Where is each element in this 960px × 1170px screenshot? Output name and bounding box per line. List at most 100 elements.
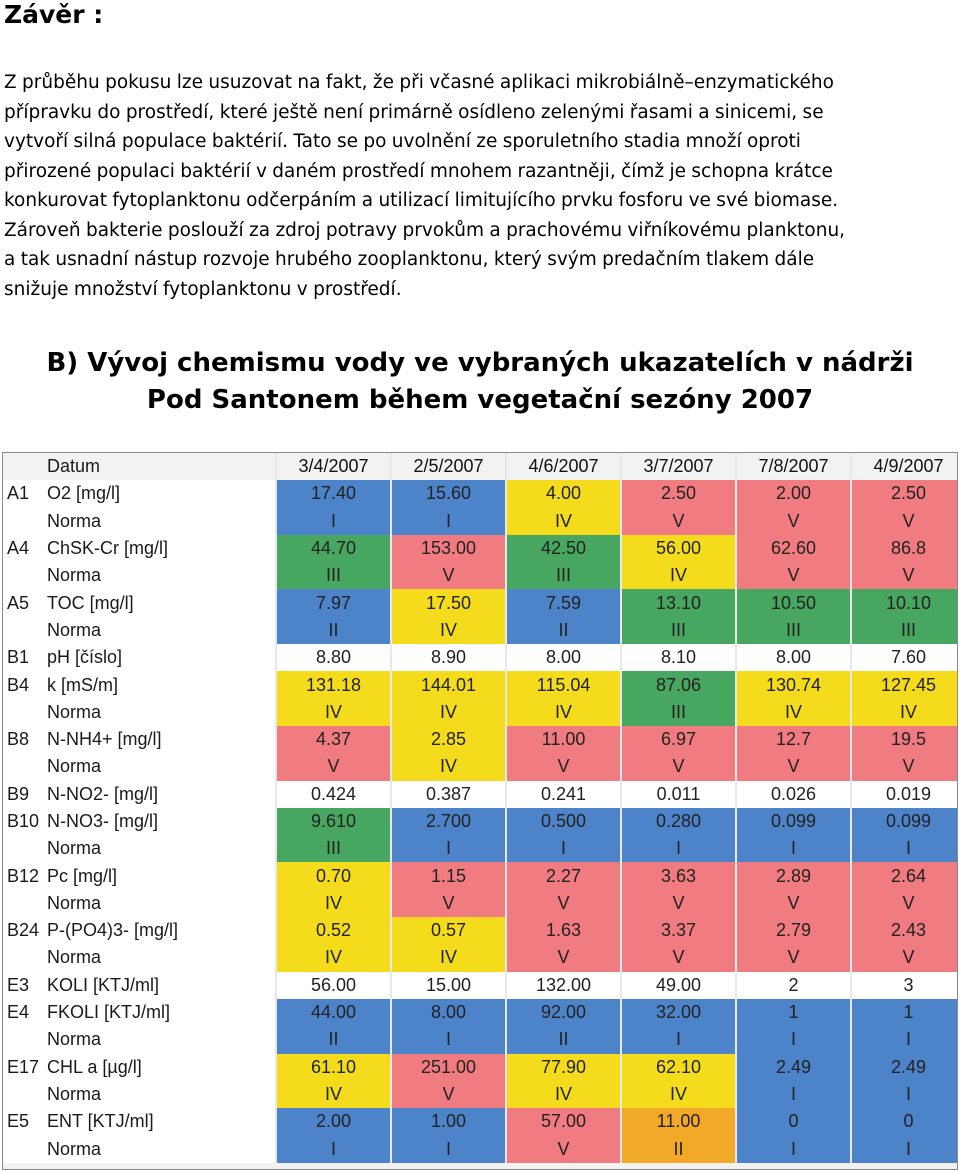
table-cell: 44.70 [275,534,391,563]
table-cell: IV [275,889,391,918]
row-label: B9 N-NO2- [mg/l] [3,780,276,808]
table-cell: II [620,1135,736,1163]
row-label: B12 Pc [mg/l] [3,862,276,890]
table-cell: 2.50 [620,480,736,508]
table-row: A1 O2 [mg/l] 17.40 15.60 4.00 2.50 2.00 2.50 [3,480,957,508]
table-cell: V [390,889,506,918]
paragraph-line: a tak usnadní nástup rozvoje hrubého zoo… [4,249,815,270]
table-cell: 8.00 [390,998,506,1027]
row-name: FKOLI [KTJ/ml] [47,1002,171,1023]
table-cell: IV [735,698,851,726]
table-cell: V [850,889,957,918]
section-title-line: Pod Santonem během vegetační sezóny 2007 [146,385,814,415]
table-cell: 0.026 [735,780,851,808]
table-cell: 87.06 [620,671,736,699]
row-name: Norma [47,565,102,586]
conclusion-paragraph: Z průběhu pokusu lze usuzovat na fakt, ž… [4,68,956,304]
row-label: Norma [3,1026,276,1054]
table-cell: 62.10 [620,1053,736,1081]
row-label: Norma [3,1080,276,1109]
table-cell: IV [390,616,506,645]
table-row: E3 KOLI [KTJ/ml] 56.00 15.00 132.00 49.00 2 3 [3,971,957,999]
table-cell: 2.79 [735,917,851,945]
table-cell: V [735,562,851,590]
row-label: A5 TOC [mg/l] [3,589,276,617]
table-cell: V [505,944,621,972]
table-cell: III [735,616,851,645]
row-name: TOC [mg/l] [47,592,134,613]
table-cell: I [390,1135,506,1163]
table-cell: 10.50 [735,589,851,617]
table-cell: 3.63 [620,862,736,890]
table-cell: 0.387 [390,780,506,808]
table-cell: 9.610 [275,807,391,836]
row-label: Norma [3,753,276,781]
table-cell: 15.60 [390,480,506,508]
table-cell: I [850,1080,957,1109]
date-header-cell: 4/6/2007 [505,453,621,481]
row-label: Norma [3,507,276,535]
table-cell: I [850,835,957,863]
table-cell: 2.00 [275,1108,391,1136]
table-cell: 56.00 [275,971,391,999]
table-cell: II [275,616,391,645]
table-cell: 62.60 [735,534,851,563]
date-header-cell: 3/4/2007 [275,453,391,481]
norma-row: Norma II IV II III III III [3,616,957,645]
date-header-cell: 7/8/2007 [735,453,851,481]
table-cell: 92.00 [505,998,621,1027]
table-cell: V [735,507,851,535]
table-cell: IV [275,698,391,726]
table-cell: 1.63 [505,917,621,945]
table-cell: III [850,616,957,645]
row-code: B12 [7,865,40,886]
table-cell: I [620,1026,736,1054]
table-cell: 11.00 [505,725,621,754]
row-name: Pc [mg/l] [47,865,118,886]
table-cell: 7.97 [275,589,391,617]
row-name: ENT [KTJ/ml] [47,1111,154,1132]
row-code: E4 [7,1002,30,1023]
table-cell: 130.74 [735,671,851,699]
row-name: Norma [47,1138,102,1159]
table-cell: V [390,562,506,590]
table-cell: I [735,1080,851,1109]
section-title: B) Vývoj chemismu vody ve vybraných ukaz… [0,345,960,419]
table-cell: 0.241 [505,780,621,808]
paragraph-line: Z průběhu pokusu lze usuzovat na fakt, ž… [4,72,834,93]
row-label: Norma [3,562,276,590]
table-row: B8 N-NH4+ [mg/l] 4.37 2.85 11.00 6.97 12.7 19.5 [3,725,957,754]
table-cell: V [275,753,391,781]
row-label: Norma [3,616,276,645]
table-cell: V [850,944,957,972]
row-code: B1 [7,647,30,668]
table-cell: 8.00 [505,644,621,672]
table-cell: 0 [735,1108,851,1136]
row-label: Norma [3,889,276,918]
table-cell: 2.64 [850,862,957,890]
table-cell: 61.10 [275,1053,391,1081]
table-cell: 3 [850,971,957,999]
table-cell: IV [275,1080,391,1109]
paragraph-line: přirozené populaci baktérií v daném pros… [4,160,833,182]
table-cell: IV [505,1080,621,1109]
table-cell: III [620,698,736,726]
table-cell: 1.15 [390,862,506,890]
table-cell: I [390,835,506,863]
table-cell: IV [390,944,506,972]
row-name: pH [číslo] [47,647,123,668]
table-row: B4 k [mS/m] 131.18 144.01 115.04 87.06 130.74 1… [3,671,957,699]
row-name: N-NH4+ [mg/l] [47,729,162,750]
table-row: B1 pH [číslo] 8.80 8.90 8.00 8.10 8.00 7.60 [3,644,957,672]
table-cell: I [735,835,851,863]
table-cell: 57.00 [505,1108,621,1136]
row-label: E3 KOLI [KTJ/ml] [3,971,276,999]
table-cell: 10.10 [850,589,957,617]
table-cell: 19.5 [850,725,957,754]
row-code: A5 [7,592,30,613]
table-cell: 11.00 [620,1108,736,1136]
table-row: E4 FKOLI [KTJ/ml] 44.00 8.00 92.00 32.00 1 1 [3,998,957,1027]
row-code: E3 [7,974,30,995]
water-chemistry-table: Datum 3/4/2007 2/5/2007 4/6/2007 3/7/2007 7/8… [2,452,958,1170]
table-cell: I [620,835,736,863]
